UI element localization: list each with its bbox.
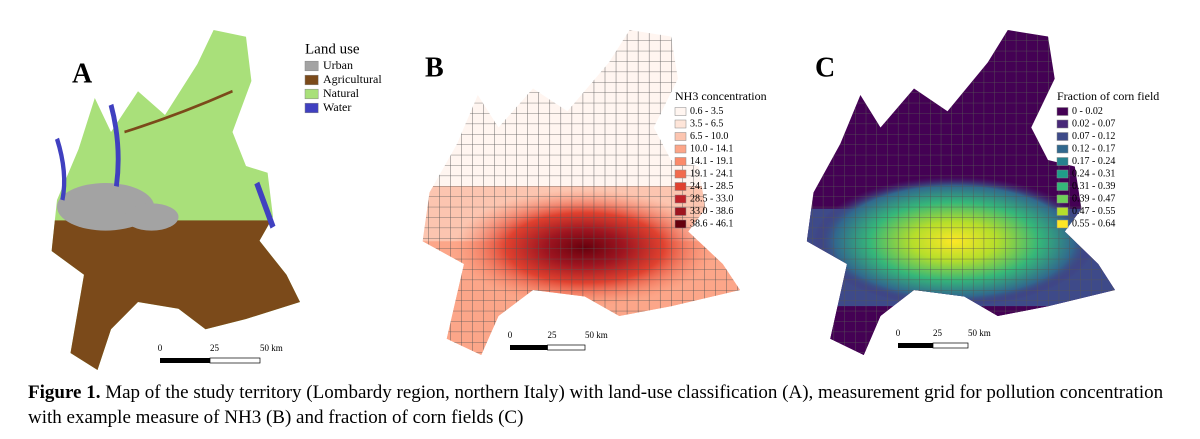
map-a (51, 30, 300, 370)
caption-label: Figure 1. (28, 382, 101, 403)
legend-swatch (304, 102, 319, 114)
legend-swatch (1056, 107, 1069, 116)
legend-label: 0.07 - 0.12 (1072, 131, 1115, 142)
legend-swatch (674, 182, 687, 191)
legend-swatch (674, 119, 687, 129)
caption-text: Map of the study territory (Lombardy reg… (28, 382, 1164, 428)
legend-label: Urban (323, 58, 353, 72)
panel-label: B (425, 52, 444, 83)
legend-swatch (1056, 182, 1069, 191)
legend-label: 0.12 - 0.17 (1072, 143, 1115, 154)
legend-label: 24.1 - 28.5 (690, 181, 733, 192)
legend-label: 0.6 - 3.5 (690, 106, 723, 117)
legend-swatch (304, 88, 319, 100)
scale-bar-black (160, 358, 210, 363)
scale-bar-label: 50 km (260, 343, 283, 353)
legend-swatch (1056, 194, 1069, 204)
scale-bar-white (209, 357, 261, 364)
legend-label: 0.39 - 0.47 (1072, 193, 1115, 204)
legend-label: 0.24 - 0.31 (1072, 168, 1115, 179)
scale-bar-white (547, 344, 586, 351)
legend-label: 6.5 - 10.0 (690, 131, 728, 142)
legend-title: Land use (305, 41, 360, 57)
legend-swatch (674, 132, 687, 141)
legend-swatch (1056, 144, 1069, 154)
legend-swatch (1056, 219, 1069, 229)
legend-swatch (1056, 132, 1069, 141)
legend-swatch (674, 107, 687, 116)
scale-bar-label: 0 (508, 330, 513, 340)
legend-label: 10.0 - 14.1 (690, 143, 733, 154)
legend-swatch (674, 194, 687, 204)
map-b (422, 30, 740, 355)
legend-label: 0 - 0.02 (1072, 106, 1103, 117)
legend-swatch (1056, 169, 1069, 179)
scale-bar-label: 25 (933, 328, 943, 338)
legend-label: 19.1 - 24.1 (690, 168, 733, 179)
scale-bar-black (510, 345, 548, 350)
panel-label: C (815, 52, 835, 83)
legend-swatch (674, 169, 687, 179)
legend-swatch (674, 219, 687, 229)
scale-bar-label: 50 km (585, 330, 608, 340)
panel-label: A (72, 58, 93, 89)
scale-bar-label: 25 (548, 330, 558, 340)
caption: Figure 1. Map of the study territory (Lo… (28, 380, 1188, 430)
legend-label: 33.0 - 38.6 (690, 206, 733, 217)
legend-label: 0.47 - 0.55 (1072, 206, 1115, 217)
legend-swatch (1056, 207, 1069, 216)
scale-bar-black (898, 343, 933, 348)
figure: A B C Land useUrbanAgriculturalNaturalWa… (51, 30, 1159, 370)
legend-label: Natural (323, 86, 360, 100)
legend-label: 0.02 - 0.07 (1072, 118, 1115, 129)
legend-label: 3.5 - 6.5 (690, 118, 723, 129)
legend-title: Fraction of corn field (1057, 89, 1159, 103)
legend-swatch (1056, 119, 1069, 129)
legend-title: NH3 concentration (675, 89, 767, 103)
legend-label: 0.17 - 0.24 (1072, 156, 1115, 167)
legend-swatch (304, 60, 319, 72)
scale-bar-label: 25 (210, 343, 220, 353)
scale-bar-white (932, 342, 969, 349)
legend-label: 0.55 - 0.64 (1072, 218, 1115, 229)
scale-bar-label: 0 (896, 328, 901, 338)
legend-label: Water (323, 100, 351, 114)
legend-swatch (304, 74, 319, 86)
legend-label: 28.5 - 33.0 (690, 193, 733, 204)
scale-bar-label: 50 km (968, 328, 991, 338)
legend-label: 14.1 - 19.1 (690, 156, 733, 167)
legend-swatch (674, 144, 687, 154)
legend-swatch (674, 207, 687, 216)
legend-label: 38.6 - 46.1 (690, 218, 733, 229)
scale-bar-label: 0 (158, 343, 163, 353)
legend-swatch (674, 157, 687, 166)
legend-label: 0.31 - 0.39 (1072, 181, 1115, 192)
legend-label: Agricultural (323, 72, 382, 86)
legend-swatch (1056, 157, 1069, 166)
